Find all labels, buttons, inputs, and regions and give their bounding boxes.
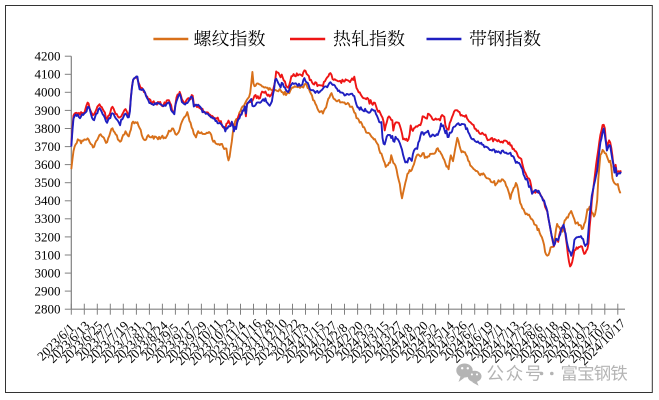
svg-text:2800: 2800 (35, 302, 61, 317)
svg-text:3000: 3000 (35, 266, 61, 281)
svg-text:4100: 4100 (35, 67, 61, 82)
svg-text:3800: 3800 (35, 121, 61, 136)
svg-text:2900: 2900 (35, 284, 61, 299)
svg-text:3300: 3300 (35, 211, 61, 226)
svg-text:3200: 3200 (35, 229, 61, 244)
svg-text:3500: 3500 (35, 175, 61, 190)
svg-text:3400: 3400 (35, 193, 61, 208)
svg-text:3100: 3100 (35, 247, 61, 262)
svg-text:4000: 4000 (35, 85, 61, 100)
svg-text:3700: 3700 (35, 139, 61, 154)
svg-text:3600: 3600 (35, 157, 61, 172)
svg-text:3900: 3900 (35, 103, 61, 118)
svg-text:4200: 4200 (35, 49, 61, 64)
